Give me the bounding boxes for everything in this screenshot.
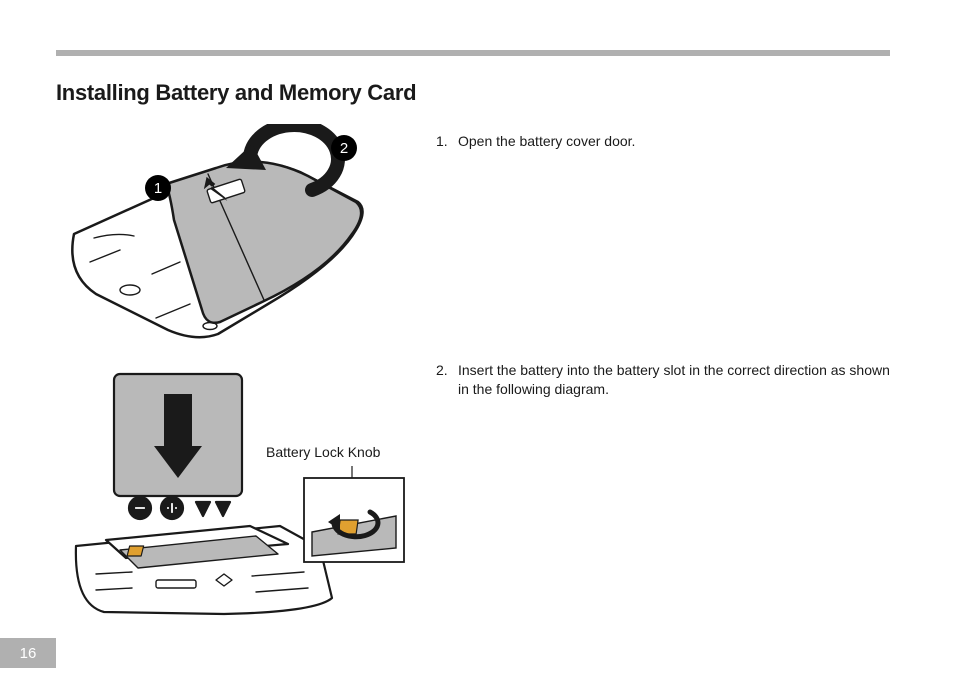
figure-2-svg [56,368,416,618]
figure-1: 1 2 [56,124,396,344]
step-1-text: Open the battery cover door. [458,132,635,151]
figure-1-svg: 1 2 [56,124,396,344]
step-1: 1. Open the battery cover door. [436,132,890,151]
section-title: Installing Battery and Memory Card [56,80,890,106]
figure-2: Battery Lock Knob [56,368,396,618]
top-rule [56,50,890,56]
page-number: 16 [0,638,56,668]
callout-badge-2: 2 [340,140,348,157]
step-2: 2. Insert the battery into the battery s… [436,361,890,399]
callout-badge-1: 1 [154,180,162,197]
step-1-number: 1. [436,132,450,151]
step-2-text: Insert the battery into the battery slot… [458,361,890,399]
battery-lock-knob-label: Battery Lock Knob [266,444,380,460]
step-2-number: 2. [436,361,450,399]
